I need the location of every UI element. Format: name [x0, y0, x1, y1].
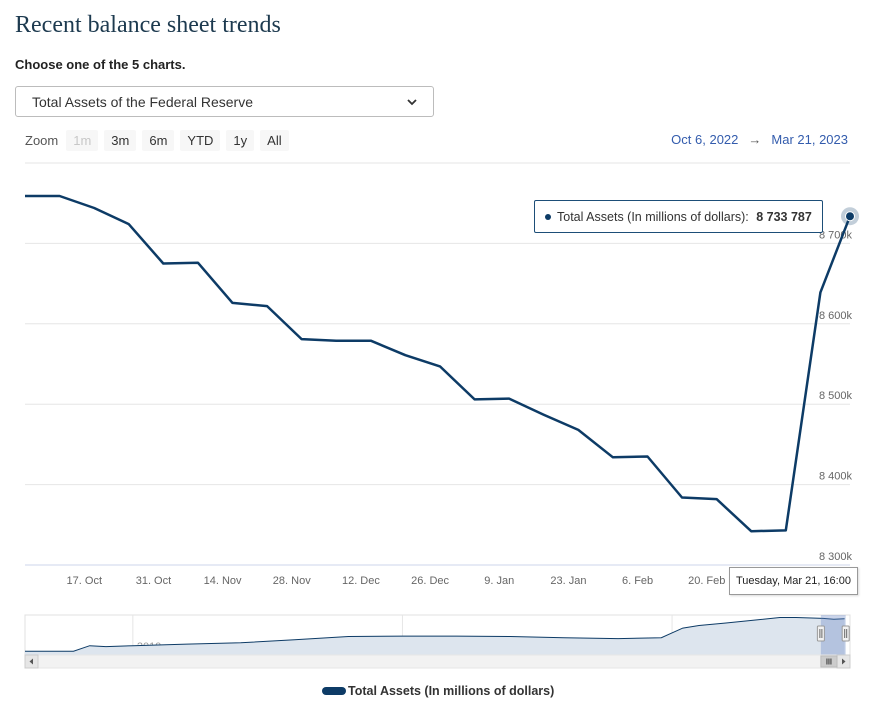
y-tick-label: 8 700k [819, 229, 853, 241]
y-axis-ticks: 8 300k 8 400k 8 500k 8 600k 8 700k [819, 229, 853, 563]
x-tick-label: 14. Nov [204, 575, 242, 587]
date-range-display: Oct 6, 2022 → Mar 21, 2023 [671, 132, 848, 147]
range-to-date[interactable]: Mar 21, 2023 [771, 132, 848, 147]
chart-select-dropdown[interactable]: Total Assets of the Federal Reserve [15, 86, 434, 117]
tooltip-series-dot [545, 213, 551, 220]
zoom-ytd-button[interactable]: YTD [180, 130, 221, 151]
navigator-handle-left[interactable] [816, 625, 825, 642]
hover-point[interactable] [845, 211, 855, 222]
x-tick-label: 26. Dec [411, 575, 449, 587]
navigator-handle-right[interactable] [841, 625, 850, 642]
y-tick-label: 8 600k [819, 310, 853, 322]
zoom-1m-button[interactable]: 1m [66, 130, 99, 151]
tooltip-series-name: Total Assets (In millions of dollars) [557, 209, 746, 224]
data-tooltip: Total Assets (In millions of dollars): 8… [534, 200, 823, 233]
navigator-selection[interactable] [820, 615, 846, 655]
x-tick-label: 6. Feb [622, 575, 653, 587]
x-tick-label: 20. Feb [688, 575, 725, 587]
zoom-all-button[interactable]: All [260, 130, 289, 151]
x-axis-ticks: 17. Oct 31. Oct 14. Nov 28. Nov 12. Dec 26. D… [67, 575, 726, 587]
arrow-right-icon [842, 658, 846, 665]
range-from-date[interactable]: Oct 6, 2022 [671, 132, 739, 147]
legend-label[interactable]: Total Assets (In millions of dollars) [348, 684, 555, 698]
x-tick-label: 9. Jan [484, 575, 514, 587]
x-tick-label: 17. Oct [67, 575, 102, 587]
x-tick-label: 28. Nov [273, 575, 311, 587]
zoom-1y-button[interactable]: 1y [226, 130, 255, 151]
zoom-3m-button[interactable]: 3m [104, 130, 137, 151]
tooltip-value: 8 733 787 [756, 209, 812, 224]
navigator-series-line [25, 617, 845, 652]
chevron-down-icon [407, 98, 417, 105]
zoom-label: Zoom [25, 133, 59, 148]
chart-select-value: Total Assets of the Federal Reserve [32, 93, 253, 110]
zoom-bar: Zoom 1m 3m 6m YTD 1y All [25, 130, 295, 151]
crosshair-date-label: Tuesday, Mar 21, 16:00 [729, 567, 858, 595]
x-tick-label: 12. Dec [342, 575, 380, 587]
range-separator: → [748, 132, 762, 147]
x-tick-label: 31. Oct [136, 575, 171, 587]
legend-swatch [322, 687, 346, 695]
series-line-total-assets[interactable] [25, 194, 852, 533]
arrow-left-icon [29, 658, 33, 665]
x-tick-label: 23. Jan [550, 575, 586, 587]
navigator[interactable]: 201020152020 [24, 614, 851, 669]
zoom-6m-button[interactable]: 6m [142, 130, 175, 151]
y-tick-label: 8 400k [819, 471, 853, 483]
legend[interactable]: Total Assets (In millions of dollars) [322, 684, 554, 698]
y-tick-label: 8 300k [819, 551, 853, 563]
navigator-scrollbar-track[interactable] [24, 654, 851, 669]
choose-chart-label: Choose one of the 5 charts. [15, 57, 186, 72]
page-title: Recent balance sheet trends [15, 12, 281, 38]
y-tick-label: 8 500k [819, 390, 853, 402]
